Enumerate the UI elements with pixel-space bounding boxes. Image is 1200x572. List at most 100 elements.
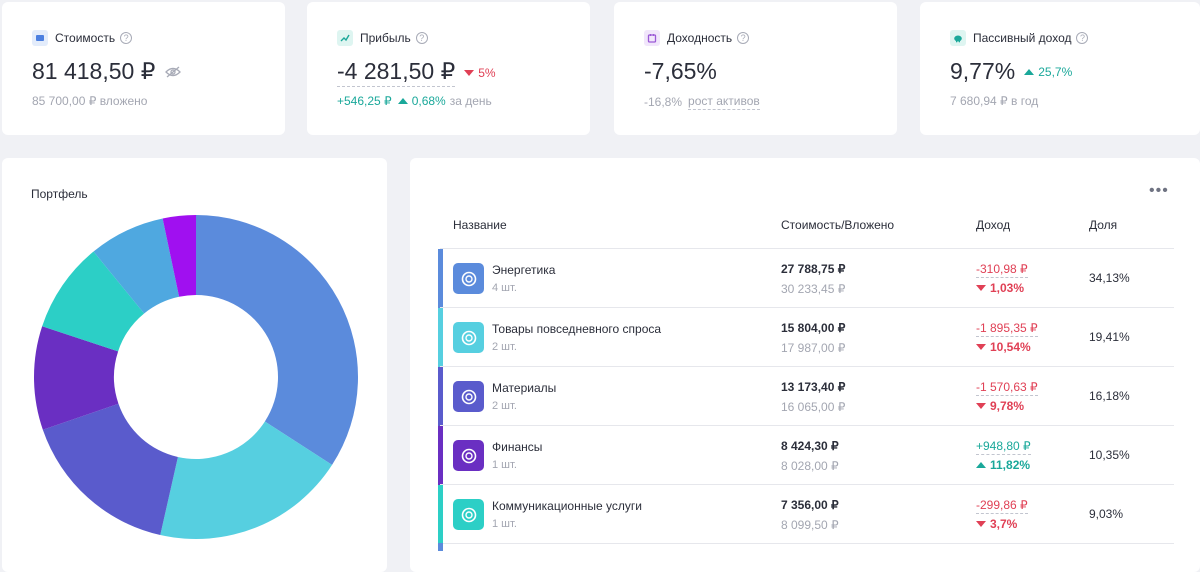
row-income-pct: 1,03% xyxy=(976,281,1024,295)
stat-value[interactable]: -4 281,50 ₽ xyxy=(337,58,456,87)
row-income-pct-value: 11,82% xyxy=(990,458,1031,472)
table-row[interactable]: Материалы 2 шт. 13 173,40 ₽ 16 065,00 ₽ … xyxy=(438,367,1174,426)
row-value: 13 173,40 ₽ xyxy=(781,380,846,394)
col-share-label: Доля xyxy=(1089,218,1118,232)
row-income[interactable]: -1 895,35 ₽ xyxy=(976,321,1038,337)
stat-value-row: 81 418,50 ₽ xyxy=(32,58,182,85)
stat-card-yield: Доходность ? -7,65% -16,8% рост активов xyxy=(614,2,897,135)
stat-card-passive-income: Пассивный доход ? 9,77% 25,7% 7 680,94 ₽… xyxy=(920,2,1200,135)
row-name: Финансы xyxy=(492,440,543,454)
stat-sub: 85 700,00 ₽ вложено xyxy=(32,94,148,108)
stat-value-row: -7,65% xyxy=(644,58,717,85)
stat-sub: 7 680,94 ₽ в год xyxy=(950,94,1039,108)
asset-growth-label[interactable]: рост активов xyxy=(688,94,760,110)
portfolio-card: Портфель xyxy=(2,158,387,572)
piggy-bank-icon xyxy=(950,30,966,46)
table-row[interactable]: Товары повседневного спроса 2 шт. 15 804… xyxy=(438,308,1174,367)
row-income-pct: 9,78% xyxy=(976,399,1024,413)
row-income-pct: 11,82% xyxy=(976,458,1030,472)
stat-change-value: 25,7% xyxy=(1038,64,1073,79)
sector-icon xyxy=(453,263,484,294)
row-income[interactable]: +948,80 ₽ xyxy=(976,439,1031,455)
donut-slice-6[interactable] xyxy=(162,215,196,297)
row-value: 27 788,75 ₽ xyxy=(781,262,846,276)
row-share: 10,35% xyxy=(1089,448,1130,462)
row-qty: 2 шт. xyxy=(492,341,517,353)
chart-icon xyxy=(337,30,353,46)
row-income-pct-value: 10,54% xyxy=(990,340,1031,354)
row-income-pct-value: 3,7% xyxy=(990,517,1018,531)
divider xyxy=(440,307,1174,308)
arrow-down-icon xyxy=(976,285,986,291)
row-income-pct: 10,54% xyxy=(976,340,1031,354)
row-share: 19,41% xyxy=(1089,330,1130,344)
row-name: Товары повседневного спроса xyxy=(492,322,662,336)
row-name: Энергетика xyxy=(492,263,556,277)
portfolio-donut-chart xyxy=(33,215,359,539)
arrow-down-icon xyxy=(976,403,986,409)
row-name: Коммуникационные услуги xyxy=(492,499,642,513)
stat-change: 25,7% xyxy=(1024,65,1072,79)
help-icon[interactable]: ? xyxy=(415,32,428,44)
row-invested: 17 987,00 ₽ xyxy=(781,341,846,355)
row-color-bar xyxy=(438,543,443,551)
arrow-down-icon xyxy=(464,69,475,76)
arrow-up-icon xyxy=(397,98,408,104)
table-row[interactable]: Энергетика 4 шт. 27 788,75 ₽ 30 233,45 ₽… xyxy=(438,249,1174,308)
row-name: Материалы xyxy=(492,381,557,395)
row-value: 8 424,30 ₽ xyxy=(781,439,839,453)
arrow-down-icon xyxy=(976,344,986,350)
row-income[interactable]: -1 570,63 ₽ xyxy=(976,380,1038,396)
more-options-icon[interactable]: ••• xyxy=(1149,182,1169,199)
stat-card-header: Доходность ? xyxy=(644,30,750,46)
donut-slice-0[interactable] xyxy=(196,215,359,465)
donut-slice-1[interactable] xyxy=(160,421,333,539)
sector-table-card: ••• Название Стоимость/Вложено Доход Дол… xyxy=(410,158,1200,572)
calendar-icon xyxy=(644,30,660,46)
stat-card-value: Стоимость ? 81 418,50 ₽ 85 700,00 ₽ влож… xyxy=(2,2,285,135)
table-row[interactable]: Коммуникационные услуги 1 шт. 7 356,00 ₽… xyxy=(438,485,1174,544)
sector-icon xyxy=(453,322,484,353)
stat-card-header: Пассивный доход ? xyxy=(950,30,1089,46)
table-row[interactable]: Финансы 1 шт. 8 424,30 ₽ 8 028,00 ₽ +948… xyxy=(438,426,1174,485)
donut-slice-3[interactable] xyxy=(33,326,119,430)
col-name-header[interactable]: Название xyxy=(453,218,507,232)
row-share: 16,18% xyxy=(1089,389,1130,403)
stat-title: Прибыль xyxy=(360,31,411,45)
divider xyxy=(440,484,1174,485)
col-value-header[interactable]: Стоимость/Вложено xyxy=(781,218,895,232)
help-icon[interactable]: ? xyxy=(1076,32,1089,44)
donut-slice-2[interactable] xyxy=(42,403,178,536)
eye-off-icon[interactable] xyxy=(165,66,182,78)
day-change-pct: 0,68% xyxy=(411,94,446,108)
help-icon[interactable]: ? xyxy=(120,32,133,44)
stat-value: -7,65% xyxy=(644,58,717,84)
stat-title: Пассивный доход xyxy=(973,31,1072,45)
wallet-icon xyxy=(32,30,48,46)
row-invested: 8 099,50 ₽ xyxy=(781,518,839,532)
stat-card-header: Стоимость ? xyxy=(32,30,133,46)
divider xyxy=(440,366,1174,367)
stat-change: 5% xyxy=(464,66,496,80)
col-income-header[interactable]: Доход xyxy=(976,218,1011,232)
help-icon[interactable]: ? xyxy=(737,32,750,44)
donut-slice-4[interactable] xyxy=(42,251,145,352)
row-color-bar xyxy=(438,308,443,367)
row-color-bar xyxy=(438,426,443,485)
row-income[interactable]: -310,98 ₽ xyxy=(976,262,1028,278)
row-income-pct: 3,7% xyxy=(976,517,1017,531)
row-income[interactable]: -299,86 ₽ xyxy=(976,498,1028,514)
divider xyxy=(440,543,1174,544)
donut-slice-5[interactable] xyxy=(93,218,180,314)
row-qty: 1 шт. xyxy=(492,459,517,471)
row-invested: 16 065,00 ₽ xyxy=(781,400,846,414)
row-invested: 30 233,45 ₽ xyxy=(781,282,846,296)
row-income-pct-value: 1,03% xyxy=(990,281,1025,295)
row-value: 15 804,00 ₽ xyxy=(781,321,846,335)
stat-value-row: 9,77% 25,7% xyxy=(950,58,1072,85)
row-invested: 8 028,00 ₽ xyxy=(781,459,839,473)
sector-icon xyxy=(453,381,484,412)
sector-icon xyxy=(453,499,484,530)
stat-sub: -16,8% рост активов xyxy=(644,94,760,110)
day-change-suffix: за день xyxy=(449,94,492,108)
